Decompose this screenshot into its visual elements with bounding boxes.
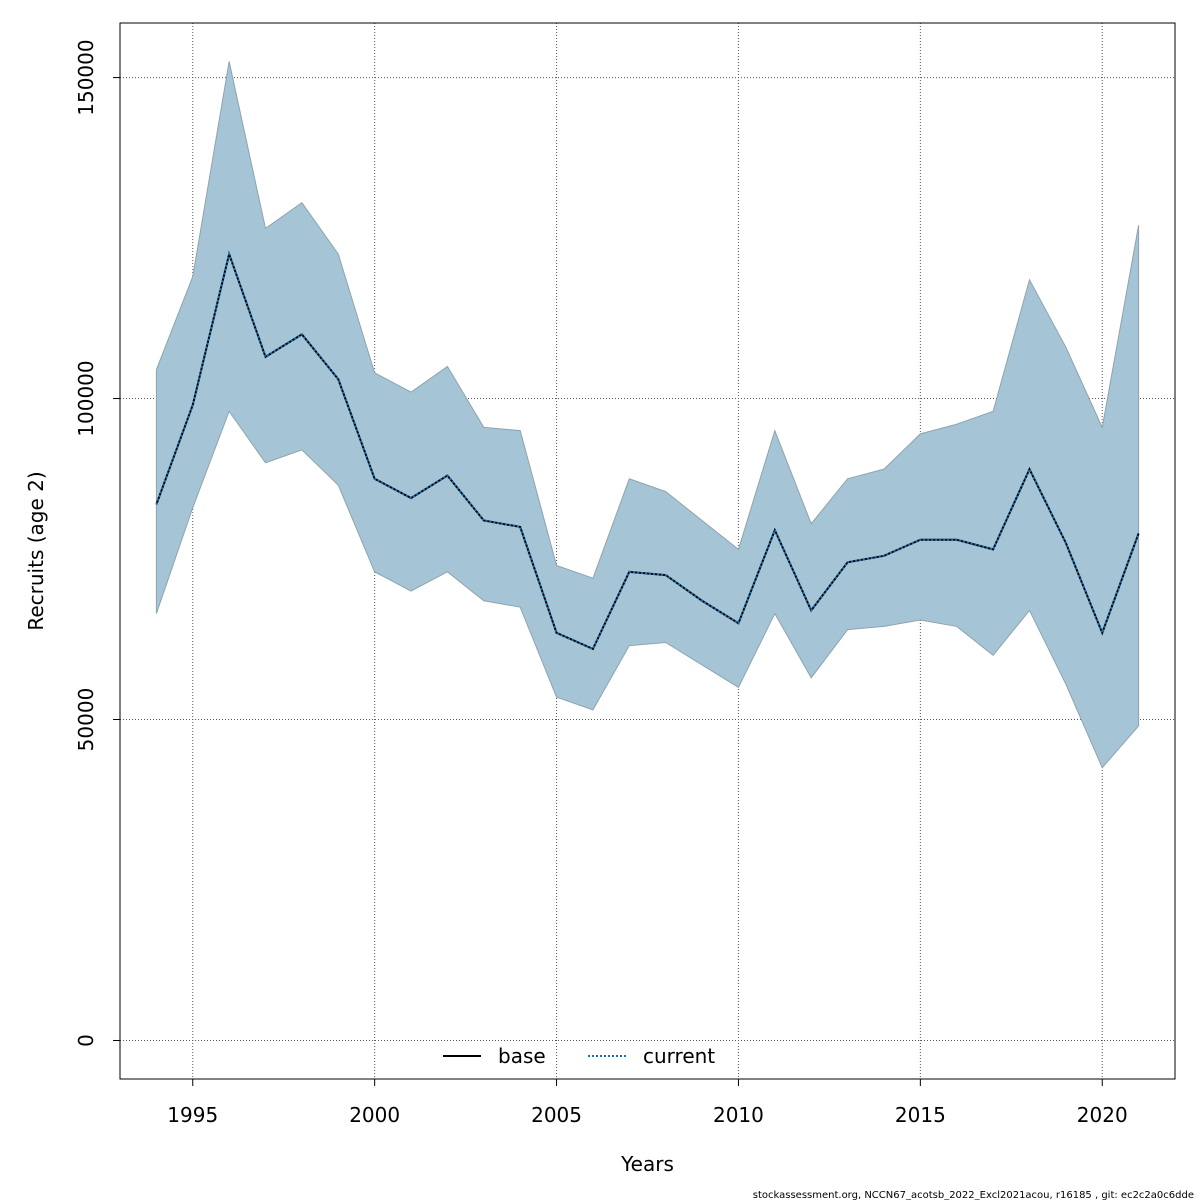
- series-line-current: [155, 250, 1140, 651]
- legend-label-current: current: [643, 1044, 715, 1068]
- x-axis-title: Years: [620, 1152, 674, 1176]
- legend-label-base: base: [498, 1044, 546, 1068]
- footer-credit: stockassessment.org, NCCN67_acotsb_2022_…: [753, 1190, 1194, 1200]
- x-tick-label: 2015: [895, 1103, 946, 1127]
- y-tick-label: 150000: [74, 39, 98, 115]
- x-tick-label: 2000: [349, 1103, 400, 1127]
- x-tick-label: 1995: [167, 1103, 218, 1127]
- series-lines-layer: [155, 250, 1140, 651]
- legend: base current: [443, 1044, 715, 1068]
- confidence-band-layer: [155, 61, 1140, 769]
- y-axis-title: Recruits (age 2): [24, 471, 48, 630]
- confidence-band: [155, 61, 1140, 769]
- x-tick-label: 2005: [531, 1103, 582, 1127]
- y-tick-label: 50000: [74, 688, 98, 752]
- x-tick-label: 2020: [1077, 1103, 1128, 1127]
- plot-frame: [119, 22, 1176, 1080]
- y-axis: 0 50000 100000 150000: [74, 39, 120, 1047]
- x-axis: 1995 2000 2005 2010 2015 2020: [167, 1079, 1128, 1127]
- x-tick-label: 2010: [713, 1103, 764, 1127]
- y-tick-label: 100000: [74, 360, 98, 436]
- y-tick-label: 0: [74, 1034, 98, 1047]
